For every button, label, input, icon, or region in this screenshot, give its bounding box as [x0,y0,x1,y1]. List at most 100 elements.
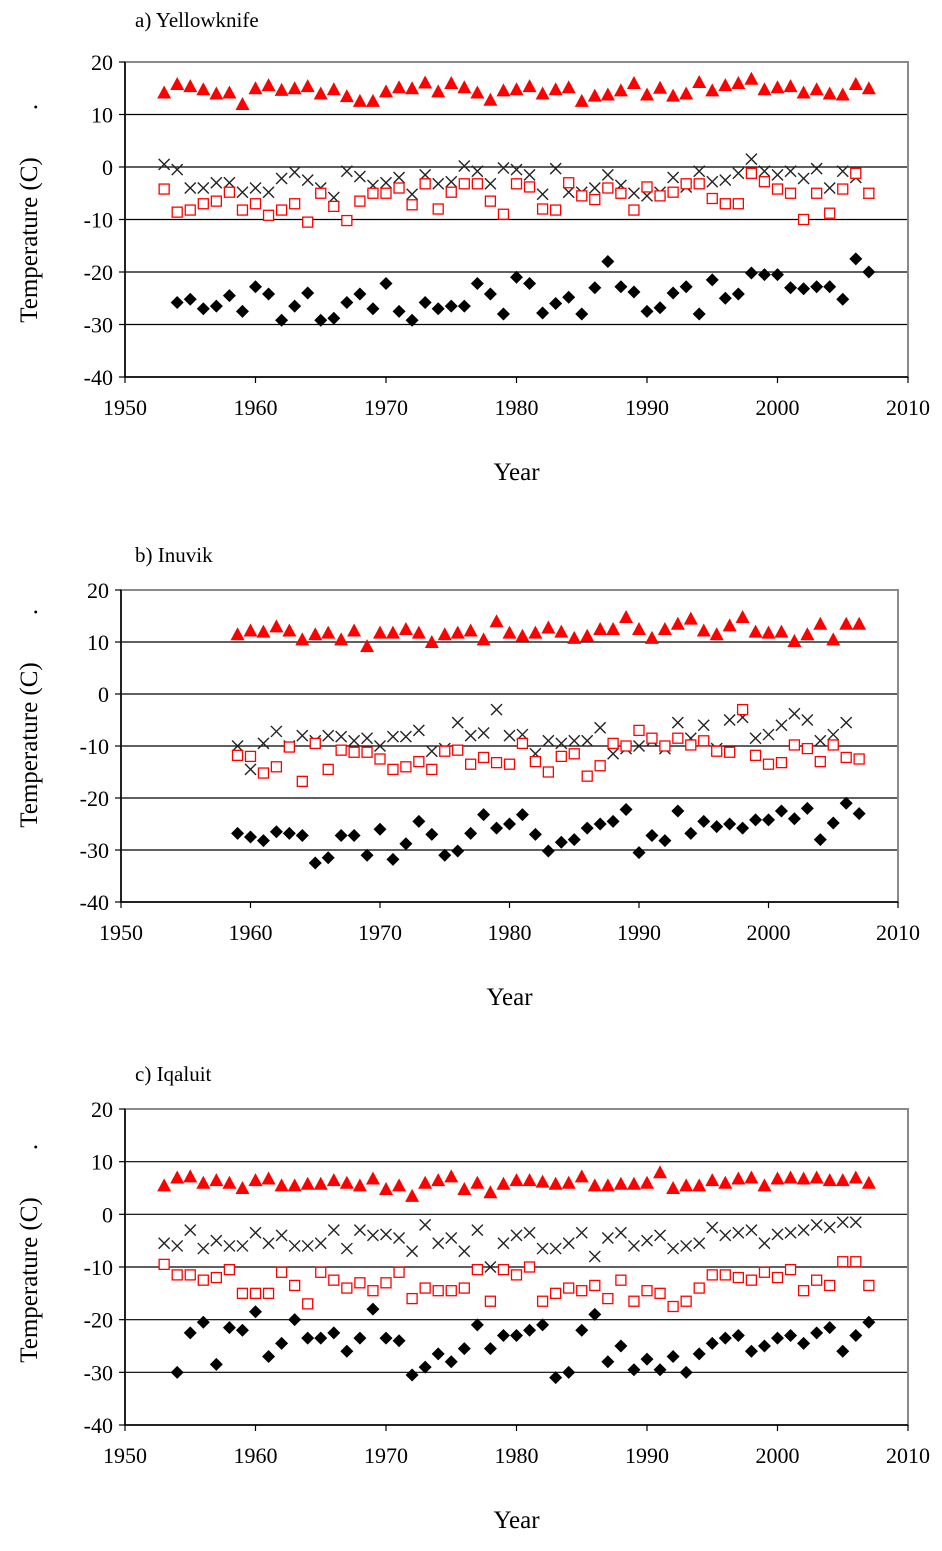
diamond-marker [418,1360,432,1374]
x-marker [353,170,366,183]
square-marker [550,1287,562,1299]
square-marker [516,737,529,750]
square-marker [413,755,425,768]
x-marker [197,1242,210,1255]
square-marker [484,1295,497,1307]
diamond-marker [849,252,863,266]
square-marker [275,204,288,216]
triangle-marker [379,1182,393,1196]
x-marker [484,177,497,190]
square-marker [745,1274,758,1286]
x-marker [425,745,438,758]
y-tick-label: 0 [102,155,113,180]
diamond-marker [593,817,607,831]
diamond-marker [249,1305,262,1319]
square-marker [581,770,593,782]
square-marker [745,167,758,179]
square-marker [732,1271,744,1284]
x-marker [568,734,581,747]
square-marker [432,1285,444,1297]
x-marker [627,187,640,200]
triangle-marker [450,625,465,639]
diamond-marker [731,287,745,301]
x-marker [633,740,645,752]
square-marker [341,214,353,227]
x-marker [270,725,283,738]
square-marker [758,1266,771,1278]
diamond-marker [601,1355,615,1369]
square-marker [341,1282,353,1294]
triangle-marker [256,624,271,638]
x-marker [601,168,614,181]
triangle-marker [235,97,250,110]
triangle-marker [248,81,263,95]
diamond-marker [196,1315,210,1329]
x-marker [562,1237,575,1250]
x-marker [762,728,775,741]
y-tick-label: -30 [80,838,109,863]
diamond-marker [477,808,491,822]
square-marker [361,746,373,758]
square-marker [210,195,223,207]
x-marker [549,162,562,175]
triangle-marker [398,622,413,635]
triangle-marker [243,623,258,637]
x-marker [758,165,771,178]
triangle-marker [457,1182,472,1196]
square-marker [439,745,451,757]
diamond-marker [679,280,693,294]
triangle-marker [269,619,284,633]
triangle-marker [365,1171,380,1185]
diamond-marker [588,1307,602,1321]
diamond-marker [692,307,706,321]
diamond-marker [425,827,439,841]
diamond-marker [379,277,393,291]
x-marker [275,172,288,185]
diamond-marker [810,280,824,294]
x-marker [374,740,386,752]
diamond-marker [813,833,827,847]
triangle-marker [444,76,459,89]
triangle-marker [679,86,694,100]
diamond-marker [308,856,322,870]
diamond-marker [222,289,236,303]
x-marker [680,1239,693,1252]
diamond-marker [692,1347,706,1361]
square-marker [275,1266,288,1278]
x-marker [458,1245,471,1258]
x-axis-label: Year [493,459,540,486]
x-marker [158,1237,171,1250]
x-marker [432,177,445,190]
square-marker [497,208,510,220]
diamond-marker [444,299,458,313]
diamond-marker [438,848,452,862]
x-marker [719,174,732,187]
diamond-marker [549,297,563,310]
square-marker [711,745,723,757]
triangle-marker [548,1176,563,1190]
triangle-marker [379,84,393,98]
x-marker [406,1245,419,1258]
triangle-marker [670,616,685,630]
triangle-marker [835,1173,850,1187]
x-marker [393,1232,406,1245]
triangle-marker [418,75,433,89]
square-marker [555,750,567,763]
diamond-marker [710,820,724,834]
y-axis-label-suffix: . [16,1144,43,1150]
triangle-marker [709,627,724,641]
diamond-marker [800,801,814,815]
x-marker [236,186,249,199]
x-marker [171,1239,184,1252]
x-marker [601,1232,614,1245]
diamond-marker [209,299,223,313]
square-marker [387,763,399,776]
diamond-marker [588,281,602,295]
x-tick-label: 2010 [886,1443,930,1468]
x-marker [223,1239,236,1252]
square-marker [288,198,301,210]
triangle-marker [157,1178,172,1192]
diamond-marker [379,1331,393,1345]
x-marker [810,1218,823,1231]
